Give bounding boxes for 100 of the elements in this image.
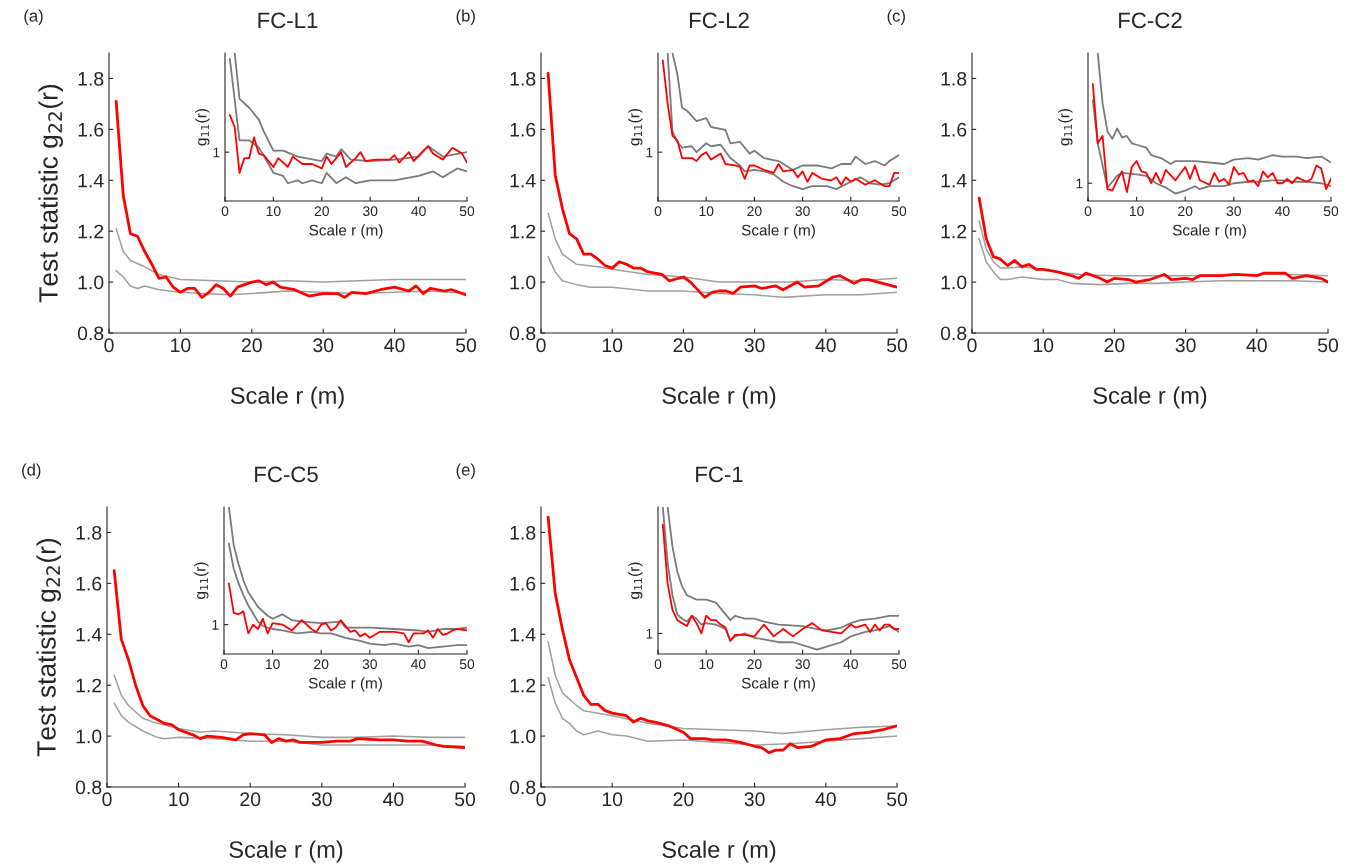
x-tick-label: 50 bbox=[891, 659, 907, 670]
y-tick-label: 1.0 bbox=[510, 729, 536, 744]
x-tick-label: 10 bbox=[169, 792, 189, 807]
x-tick-label: 30 bbox=[363, 206, 378, 217]
x-tick-label: 20 bbox=[747, 206, 762, 217]
y-tick-label: 1.0 bbox=[510, 275, 536, 290]
x-tick-label: 50 bbox=[454, 792, 476, 807]
y-tick-label: 1.4 bbox=[510, 627, 536, 642]
x-tick-label: 20 bbox=[314, 659, 329, 670]
x-tick-label: 10 bbox=[602, 338, 623, 353]
x-axis-title: Scale r (m) bbox=[1093, 386, 1207, 409]
y-tick-label: 0.8 bbox=[75, 780, 102, 795]
x-tick-label: 30 bbox=[311, 792, 332, 807]
x-tick-label: 0 bbox=[104, 338, 114, 353]
x-tick-label: 0 bbox=[967, 338, 977, 353]
line-series bbox=[113, 674, 465, 739]
text: (b) bbox=[456, 9, 475, 25]
y-tick-label: 1.2 bbox=[510, 678, 536, 693]
x-tick-label: 20 bbox=[241, 338, 262, 353]
x-tick-label: 20 bbox=[314, 206, 329, 217]
x-tick-label: 30 bbox=[362, 659, 377, 670]
y-axis-title: g$_{11}$(r) bbox=[195, 109, 210, 146]
y-tick-label: 1.4 bbox=[78, 173, 104, 188]
y-tick-label: 0.8 bbox=[509, 326, 536, 341]
y-tick-label: 1.6 bbox=[76, 576, 102, 591]
x-tick-label: 20 bbox=[673, 338, 694, 353]
annotation: 1 bbox=[213, 147, 220, 158]
x-tick-label: 30 bbox=[795, 659, 810, 670]
y-tick-label: 1.6 bbox=[510, 576, 536, 591]
x-axis-title: Scale r (m) bbox=[741, 224, 815, 239]
x-axis-title: Scale r (m) bbox=[308, 677, 382, 692]
x-tick-label: 30 bbox=[1226, 206, 1241, 217]
y-tick-label: 1.6 bbox=[510, 122, 536, 137]
y-tick-label: 1.0 bbox=[941, 275, 967, 290]
x-tick-label: 0 bbox=[536, 792, 546, 807]
y-tick-label: 1.8 bbox=[78, 71, 104, 86]
x-tick-label: 30 bbox=[744, 338, 765, 353]
x-tick-label: 10 bbox=[699, 206, 714, 217]
y-tick-label: 1.6 bbox=[941, 122, 967, 137]
x-tick-label: 10 bbox=[1129, 206, 1144, 217]
x-tick-label: 0 bbox=[1084, 206, 1092, 217]
line-series bbox=[547, 255, 897, 299]
y-axis-title: g$_{11}$(r) bbox=[628, 562, 643, 599]
y-axis-title: g$_{11}$(r) bbox=[628, 109, 643, 146]
annotation: 1 bbox=[1076, 178, 1083, 189]
chart-title: FC-1 bbox=[696, 466, 743, 483]
x-tick-label: 50 bbox=[1323, 206, 1339, 217]
y-tick-label: 1.4 bbox=[76, 627, 102, 642]
y-tick-label: 1.4 bbox=[941, 173, 967, 188]
y-tick-label: 1.6 bbox=[78, 122, 104, 137]
x-axis-title: Scale r (m) bbox=[662, 386, 776, 409]
text: (d) bbox=[22, 463, 41, 479]
x-tick-label: 50 bbox=[459, 659, 475, 670]
x-tick-label: 40 bbox=[384, 338, 405, 353]
annotation: 1 bbox=[646, 628, 653, 639]
x-axis-title: Scale r (m) bbox=[741, 677, 815, 692]
x-tick-label: 50 bbox=[459, 206, 475, 217]
x-tick-label: 10 bbox=[266, 206, 281, 217]
x-tick-label: 40 bbox=[411, 659, 426, 670]
x-tick-label: 0 bbox=[654, 659, 662, 670]
y-tick-label: 0.8 bbox=[509, 780, 536, 795]
x-tick-label: 50 bbox=[886, 338, 908, 353]
y-tick-label: 0.8 bbox=[77, 326, 104, 341]
y-tick-label: 1.2 bbox=[76, 678, 102, 693]
x-tick-label: 0 bbox=[654, 206, 662, 217]
line-series bbox=[547, 676, 897, 746]
x-tick-label: 20 bbox=[747, 659, 762, 670]
x-tick-label: 10 bbox=[1033, 338, 1054, 353]
x-tick-label: 40 bbox=[815, 792, 836, 807]
y-axis-title: g$_{11}$(r) bbox=[194, 562, 209, 599]
y-tick-label: 1.8 bbox=[76, 525, 102, 540]
x-tick-label: 0 bbox=[536, 338, 546, 353]
y-tick-label: 1.0 bbox=[78, 275, 104, 290]
chart-title: FC-C2 bbox=[1119, 12, 1182, 29]
x-tick-label: 40 bbox=[843, 659, 858, 670]
y-tick-label: 1.2 bbox=[510, 224, 536, 239]
text: (c) bbox=[887, 9, 905, 25]
y-axis-title: Test statistic g$_{22}$(r) bbox=[38, 84, 64, 303]
chart-title: FC-L2 bbox=[689, 12, 749, 29]
text: (a) bbox=[24, 9, 43, 25]
y-tick-label: 1.0 bbox=[76, 729, 102, 744]
x-tick-label: 20 bbox=[673, 792, 694, 807]
x-tick-label: 40 bbox=[815, 338, 836, 353]
x-tick-label: 40 bbox=[1246, 338, 1267, 353]
x-tick-label: 40 bbox=[1275, 206, 1290, 217]
x-tick-label: 20 bbox=[1178, 206, 1193, 217]
x-tick-label: 0 bbox=[221, 206, 229, 217]
x-tick-label: 10 bbox=[699, 659, 714, 670]
y-tick-label: 1.4 bbox=[510, 173, 536, 188]
text: (e) bbox=[456, 463, 475, 479]
x-axis-title: Scale r (m) bbox=[309, 224, 383, 239]
y-axis-title: g$_{11}$(r) bbox=[1058, 109, 1073, 146]
line-series bbox=[978, 238, 1328, 286]
x-tick-label: 30 bbox=[313, 338, 334, 353]
x-tick-label: 20 bbox=[1104, 338, 1125, 353]
x-axis-title: Scale r (m) bbox=[662, 840, 776, 863]
x-tick-label: 30 bbox=[795, 206, 810, 217]
x-tick-label: 40 bbox=[843, 206, 858, 217]
x-tick-label: 30 bbox=[1175, 338, 1196, 353]
x-tick-label: 10 bbox=[602, 792, 623, 807]
